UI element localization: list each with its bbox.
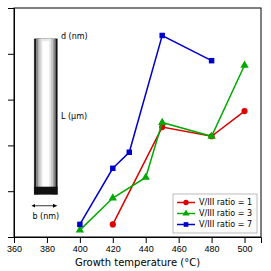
- x-tick-mark: [80, 237, 81, 243]
- x-tick: 440: [139, 237, 154, 254]
- series-marker: [241, 108, 247, 114]
- legend: V/III ratio = 1 V/III ratio = 3 V/III rati…: [173, 194, 257, 233]
- x-axis: 360 380 400 420 440 460 480 500: [7, 237, 262, 254]
- x-tick: 480: [205, 237, 220, 254]
- series-marker: [207, 131, 215, 138]
- x-tick-mark: [245, 237, 246, 243]
- dimension-arrow: [35, 205, 57, 206]
- annotation: b (nm): [32, 212, 59, 221]
- legend-item: V/III ratio = 3: [177, 209, 252, 218]
- series-marker: [209, 58, 214, 63]
- nanowire-layer: [38, 39, 53, 195]
- dimension-arrow: [35, 36, 57, 37]
- x-tick-label: 400: [73, 244, 88, 254]
- y-tick-mark: [8, 237, 14, 238]
- y-tick-mark: [8, 54, 14, 55]
- y-tick: [8, 237, 14, 238]
- x-tick: 500: [238, 237, 253, 254]
- y-tick-mark: [8, 8, 14, 9]
- series-marker: [240, 60, 248, 67]
- x-tick-label: 420: [106, 244, 121, 254]
- x-tick-label: 380: [40, 244, 55, 254]
- series-marker: [110, 166, 115, 171]
- y-tick-mark: [8, 100, 14, 101]
- nanowire-layer: [41, 39, 51, 195]
- x-tick: 360: [7, 237, 22, 254]
- legend-box: [173, 194, 257, 233]
- series-marker: [109, 193, 117, 200]
- legend-label: V/III ratio = 7: [199, 220, 252, 229]
- plot-frame: [14, 8, 261, 237]
- x-tick-label: 500: [238, 244, 253, 254]
- x-tick-mark: [47, 237, 48, 243]
- x-tick: 460: [172, 237, 187, 254]
- y-tick: [8, 8, 14, 9]
- nanowire-layer: [36, 39, 56, 195]
- y-tick-mark: [8, 191, 14, 192]
- x-tick-mark: [113, 237, 114, 243]
- x-tick-label: 360: [7, 244, 22, 254]
- legend-marker: [182, 209, 189, 215]
- x-tick-label: 480: [205, 244, 220, 254]
- series-marker: [110, 221, 116, 227]
- x-tick: 400: [73, 237, 88, 254]
- x-tick-mark: [179, 237, 180, 243]
- y-tick: [8, 100, 14, 101]
- legend-item: V/III ratio = 7: [177, 220, 252, 229]
- x-tick-mark: [146, 237, 147, 243]
- chart: 360 380 400 420 440 460 480 500 Growth temperatu…: [0, 0, 271, 271]
- legend-marker: [184, 222, 189, 227]
- legend-item: V/III ratio = 1: [177, 198, 252, 207]
- series-marker: [127, 150, 132, 155]
- plot: 360 380 400 420 440 460 480 500 Growth temperatu…: [7, 8, 262, 268]
- y-tick: [8, 54, 14, 55]
- x-tick: 420: [106, 237, 121, 254]
- series-marker: [159, 33, 164, 38]
- y-tick-mark: [8, 145, 14, 146]
- y-tick: [8, 191, 14, 192]
- series-marker: [77, 222, 82, 227]
- series-marker: [158, 118, 166, 125]
- x-tick: 380: [40, 237, 55, 254]
- nanowire-core: [43, 41, 50, 191]
- x-axis-title: Growth temperature (°C): [75, 257, 200, 268]
- nanowire-cap: [34, 187, 58, 195]
- x-tick-mark: [212, 237, 213, 243]
- legend-marker: [183, 200, 188, 205]
- nanowire-body: [34, 39, 58, 195]
- x-tick-label: 460: [172, 244, 187, 254]
- annotation: L (μm): [61, 112, 87, 121]
- legend-label: V/III ratio = 3: [199, 209, 252, 218]
- y-tick: [8, 145, 14, 146]
- x-tick-label: 440: [139, 244, 154, 254]
- annotation: d (nm): [61, 32, 88, 41]
- inset: d (nm) L (μm) b (nm): [32, 32, 87, 221]
- series-marker: [142, 173, 150, 180]
- x-axis-line: [15, 238, 262, 244]
- legend-label: V/III ratio = 1: [199, 198, 252, 207]
